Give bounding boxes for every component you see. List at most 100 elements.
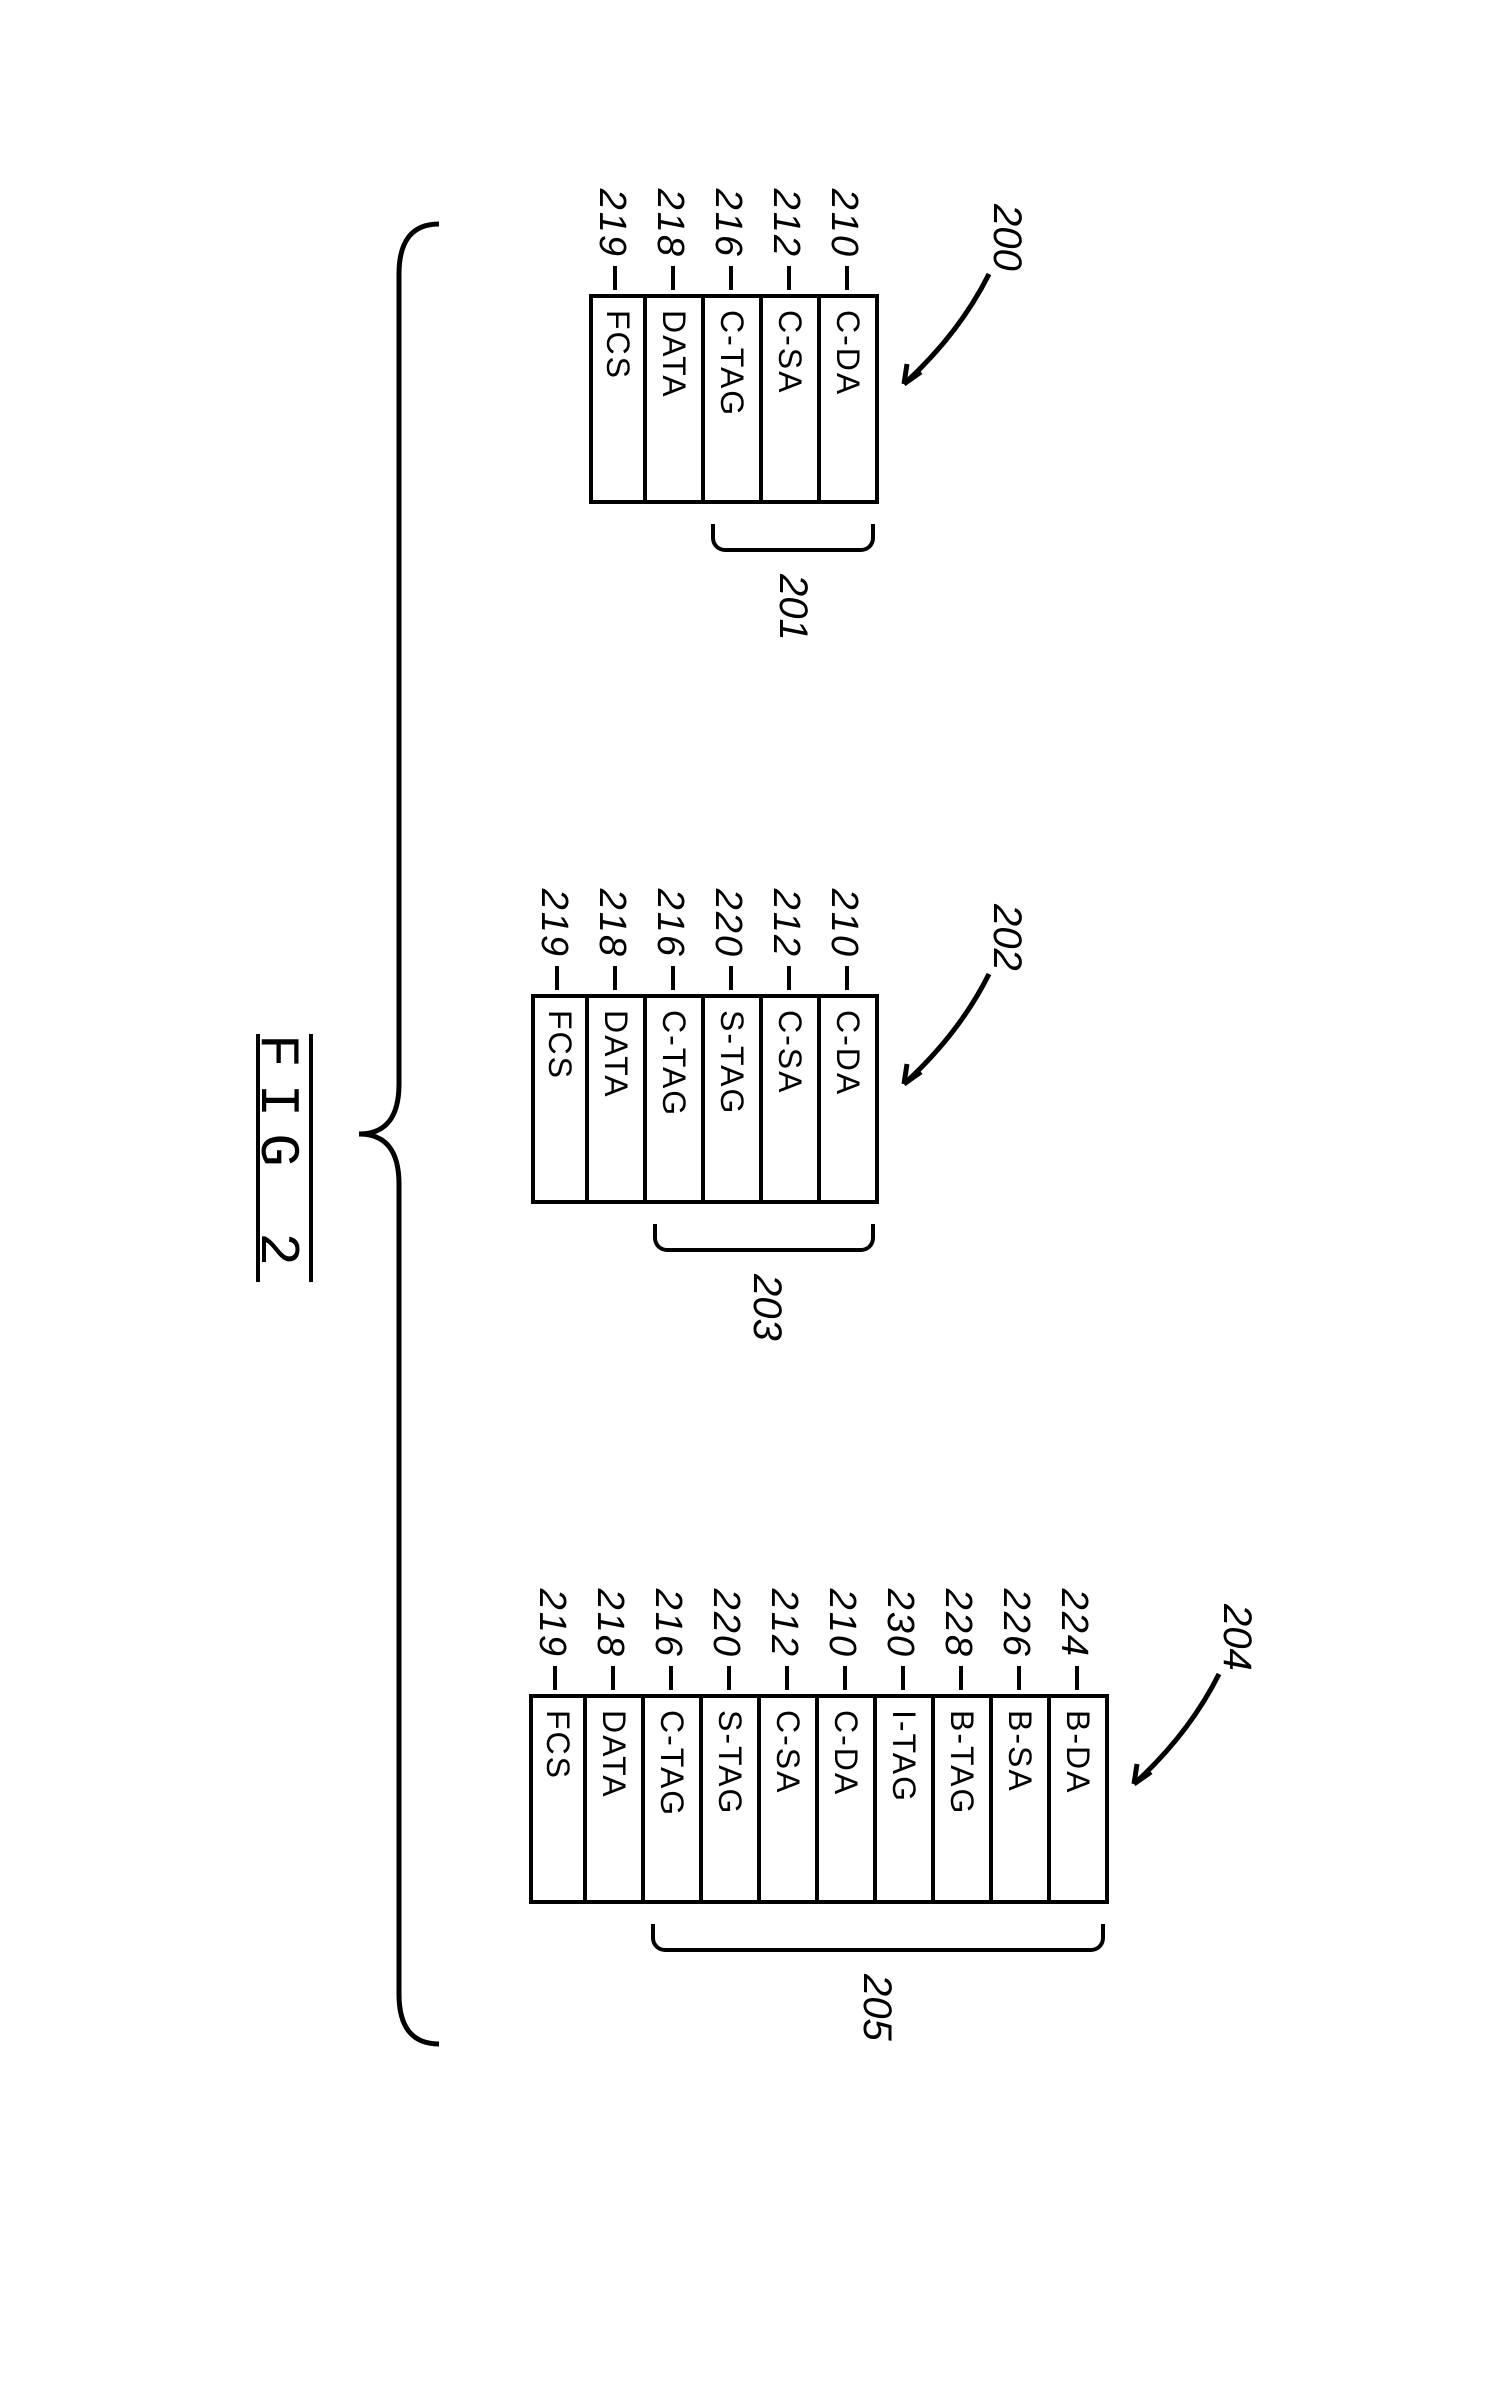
tick: [669, 1666, 673, 1690]
field-label: S-TAG: [712, 1710, 749, 1815]
bracket-ref: 203: [744, 1274, 789, 1341]
tick: [613, 966, 617, 990]
field-label: C-TAG: [656, 1010, 693, 1117]
field-label: DATA: [596, 1710, 633, 1799]
field-label: C-DA: [830, 310, 867, 396]
field-fcs: 219 FCS: [531, 994, 589, 1204]
field-fcs: 219 FCS: [529, 1694, 587, 1904]
tick: [613, 266, 617, 290]
field-ref: 216: [646, 1589, 689, 1658]
field-ref: 212: [764, 189, 807, 258]
field-ref: 216: [648, 889, 691, 958]
tick: [671, 266, 675, 290]
tick: [845, 966, 849, 990]
diagram-container: 200 210 C-DA 212 C-SA 216 C-TAG 218: [99, 94, 1399, 2294]
tick: [611, 1666, 615, 1690]
field-label: C-SA: [770, 1710, 807, 1794]
field-ref: 212: [764, 889, 807, 958]
frame-200: 200 210 C-DA 212 C-SA 216 C-TAG 218: [589, 294, 879, 504]
field-c-tag: 216 C-TAG: [645, 1694, 703, 1904]
field-label: C-SA: [772, 310, 809, 394]
frame-pointer-ref: 204: [1214, 1604, 1259, 1671]
pointer-arrow: [879, 264, 999, 424]
field-ref: 228: [936, 1589, 979, 1658]
field-label: DATA: [656, 310, 693, 399]
field-data: 218 DATA: [587, 1694, 645, 1904]
frame-stack: 224 B-DA 226 B-SA 228 B-TAG 230 I-TAG 21…: [529, 1694, 1109, 1904]
field-ref: 226: [994, 1589, 1037, 1658]
field-ref: 220: [704, 1589, 747, 1658]
field-ref: 219: [530, 1589, 573, 1658]
field-label: C-TAG: [654, 1710, 691, 1817]
field-ref: 210: [820, 1589, 863, 1658]
tick: [901, 1666, 905, 1690]
field-label: B-DA: [1060, 1710, 1097, 1794]
tick: [555, 966, 559, 990]
field-label: DATA: [598, 1010, 635, 1099]
field-data: 218 DATA: [589, 994, 647, 1204]
tick: [785, 1666, 789, 1690]
frame-pointer-ref: 202: [984, 904, 1029, 971]
field-ref: 210: [822, 189, 865, 258]
tick: [843, 1666, 847, 1690]
bracket-ref: 201: [770, 574, 815, 641]
frame-202: 202 210 C-DA 212 C-SA 220 S-TAG 216: [531, 994, 879, 1204]
pointer-arrow: [1109, 1664, 1229, 1824]
field-ref: 219: [590, 189, 633, 258]
field-c-da: 210 C-DA: [819, 1694, 877, 1904]
big-bracket: [319, 214, 439, 2054]
field-b-tag: 228 B-TAG: [935, 1694, 993, 1904]
field-ref: 218: [648, 189, 691, 258]
field-c-sa: 212 C-SA: [763, 294, 821, 504]
field-ref: 219: [532, 889, 575, 958]
field-label: FCS: [540, 1710, 577, 1780]
field-label: C-DA: [830, 1010, 867, 1096]
field-c-sa: 212 C-SA: [761, 1694, 819, 1904]
field-b-da: 224 B-DA: [1051, 1694, 1109, 1904]
frame-pointer-ref: 200: [984, 204, 1029, 271]
field-label: FCS: [600, 310, 637, 380]
pointer-arrow: [879, 964, 999, 1124]
field-c-tag: 216 C-TAG: [705, 294, 763, 504]
tick: [845, 266, 849, 290]
field-c-da: 210 C-DA: [821, 994, 879, 1204]
tick: [787, 266, 791, 290]
frame-stack: 210 C-DA 212 C-SA 216 C-TAG 218 DATA 219: [589, 294, 879, 504]
field-ref: 210: [822, 889, 865, 958]
tick: [959, 1666, 963, 1690]
tick: [727, 1666, 731, 1690]
field-label: FCS: [542, 1010, 579, 1080]
field-ref: 220: [706, 889, 749, 958]
field-b-sa: 226 B-SA: [993, 1694, 1051, 1904]
tick: [787, 966, 791, 990]
field-s-tag: 220 S-TAG: [703, 1694, 761, 1904]
field-s-tag: 220 S-TAG: [705, 994, 763, 1204]
field-ref: 224: [1052, 1589, 1095, 1658]
field-label: B-SA: [1002, 1710, 1039, 1793]
field-c-sa: 212 C-SA: [763, 994, 821, 1204]
field-label: S-TAG: [714, 1010, 751, 1115]
bracket: [653, 1224, 875, 1252]
tick: [1075, 1666, 1079, 1690]
tick: [1017, 1666, 1021, 1690]
frame-204: 204 224 B-DA 226 B-SA 228 B-TAG 230: [529, 1694, 1109, 1904]
field-ref: 218: [588, 1589, 631, 1658]
tick: [729, 966, 733, 990]
field-ref: 216: [706, 189, 749, 258]
figure-label: FIG 2: [245, 1034, 309, 1282]
field-ref: 218: [590, 889, 633, 958]
field-label: B-TAG: [944, 1710, 981, 1815]
frame-stack: 210 C-DA 212 C-SA 220 S-TAG 216 C-TAG 21…: [531, 994, 879, 1204]
field-label: C-DA: [828, 1710, 865, 1796]
field-fcs: 219 FCS: [589, 294, 647, 504]
field-ref: 230: [878, 1589, 921, 1658]
tick: [671, 966, 675, 990]
bracket-ref: 205: [854, 1974, 899, 2041]
field-ref: 212: [762, 1589, 805, 1658]
field-label: C-TAG: [714, 310, 751, 417]
tick: [553, 1666, 557, 1690]
bracket: [711, 524, 875, 552]
field-label: C-SA: [772, 1010, 809, 1094]
field-c-tag: 216 C-TAG: [647, 994, 705, 1204]
bracket: [651, 1924, 1105, 1952]
